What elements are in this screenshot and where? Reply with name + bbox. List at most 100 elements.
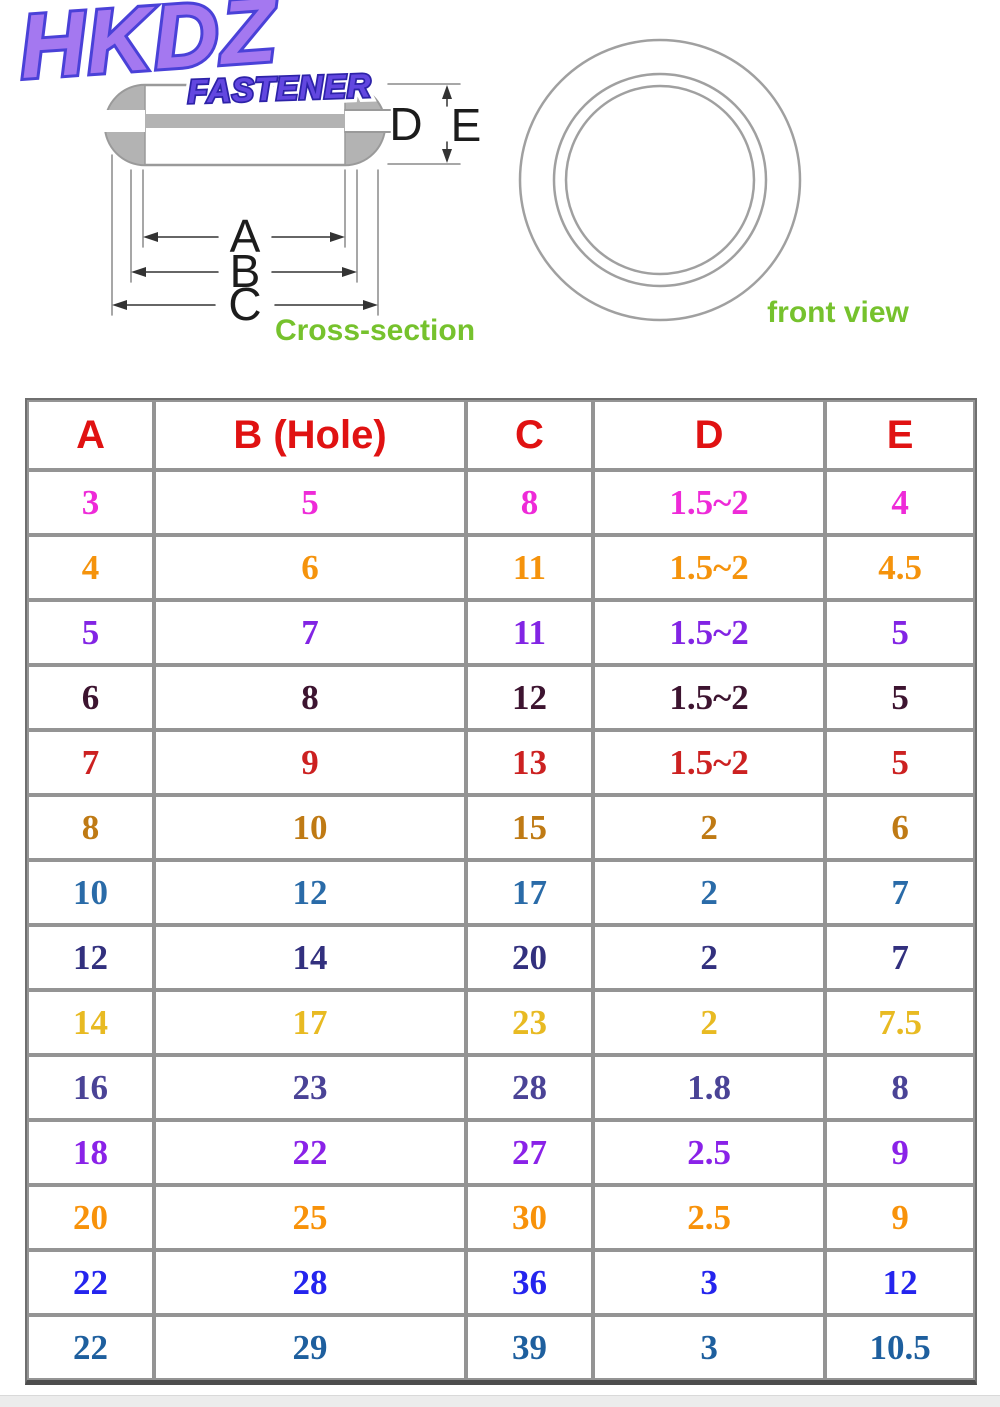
- cell-d: 1.5~2: [592, 470, 826, 535]
- table-row: 20 25 30 2.5 9: [27, 1185, 975, 1250]
- cell-a: 6: [27, 665, 155, 730]
- table-row: 8 10 15 2 6: [27, 795, 975, 860]
- cell-c: 23: [465, 990, 593, 1055]
- cell-d: 1.5~2: [592, 600, 826, 665]
- brand-subtitle: FASTENER: [187, 67, 372, 110]
- cell-e: 10.5: [825, 1315, 975, 1380]
- grommet-slot-right: [345, 110, 390, 132]
- cell-c: 13: [465, 730, 593, 795]
- cell-e: 12: [825, 1250, 975, 1315]
- cell-e: 5: [825, 730, 975, 795]
- column-header-a: A: [27, 400, 155, 470]
- table-row: 10 12 17 2 7: [27, 860, 975, 925]
- column-header-c: C: [465, 400, 593, 470]
- cell-e: 4: [825, 470, 975, 535]
- table-row: 14 17 23 2 7.5: [27, 990, 975, 1055]
- table-row: 7 9 13 1.5~2 5: [27, 730, 975, 795]
- cell-b: 5: [154, 470, 466, 535]
- cell-b: 9: [154, 730, 466, 795]
- brand-logo: HKDZ HKDZ FASTENER FASTENER: [9, 0, 377, 115]
- cell-e: 6: [825, 795, 975, 860]
- cell-e: 5: [825, 600, 975, 665]
- cell-c: 11: [465, 535, 593, 600]
- cell-b: 10: [154, 795, 466, 860]
- table-row: 3 5 8 1.5~2 4: [27, 470, 975, 535]
- brand-name: HKDZ: [16, 0, 281, 98]
- extension-lines: [111, 154, 379, 316]
- cell-c: 11: [465, 600, 593, 665]
- dim-label-a: A: [230, 210, 261, 262]
- front-view-label: front view: [767, 296, 909, 329]
- cell-d: 2: [592, 795, 826, 860]
- cell-a: 16: [27, 1055, 155, 1120]
- cell-c: 39: [465, 1315, 593, 1380]
- dimension-a: [143, 232, 345, 242]
- dim-label-e: E: [451, 99, 482, 151]
- cell-a: 18: [27, 1120, 155, 1185]
- cell-c: 12: [465, 665, 593, 730]
- cell-a: 4: [27, 535, 155, 600]
- column-header-b: B (Hole): [154, 400, 466, 470]
- cross-section-diagram: D E A: [100, 83, 482, 330]
- table-row: 16 23 28 1.8 8: [27, 1055, 975, 1120]
- dim-label-d: D: [389, 98, 422, 150]
- cell-a: 14: [27, 990, 155, 1055]
- table-row: 12 14 20 2 7: [27, 925, 975, 990]
- front-view-inner-circle: [564, 84, 756, 276]
- cell-c: 36: [465, 1250, 593, 1315]
- cross-section-label: Cross-section: [275, 314, 475, 347]
- cell-a: 20: [27, 1185, 155, 1250]
- cell-e: 8: [825, 1055, 975, 1120]
- grommet-slot-left: [100, 110, 145, 132]
- table-row: 5 7 11 1.5~2 5: [27, 600, 975, 665]
- cell-c: 28: [465, 1055, 593, 1120]
- cell-d: 1.5~2: [592, 730, 826, 795]
- table-row: 4 6 11 1.5~2 4.5: [27, 535, 975, 600]
- cell-b: 29: [154, 1315, 466, 1380]
- dimension-e: [387, 83, 461, 165]
- cell-d: 1.8: [592, 1055, 826, 1120]
- cell-e: 7: [825, 860, 975, 925]
- cell-d: 1.5~2: [592, 535, 826, 600]
- cell-d: 2: [592, 925, 826, 990]
- cell-e: 9: [825, 1120, 975, 1185]
- cell-e: 4.5: [825, 535, 975, 600]
- front-view-outer-circle: [518, 38, 802, 322]
- cell-c: 30: [465, 1185, 593, 1250]
- column-header-d: D: [592, 400, 826, 470]
- cell-d: 1.5~2: [592, 665, 826, 730]
- front-view-diagram: [518, 38, 802, 322]
- cell-b: 23: [154, 1055, 466, 1120]
- dimension-b: [131, 267, 357, 277]
- column-header-e: E: [825, 400, 975, 470]
- dim-label-c: C: [228, 278, 261, 330]
- table-row: 22 28 36 3 12: [27, 1250, 975, 1315]
- grommet-web-bar: [145, 114, 345, 128]
- cell-c: 8: [465, 470, 593, 535]
- cell-b: 22: [154, 1120, 466, 1185]
- table-row: 6 8 12 1.5~2 5: [27, 665, 975, 730]
- cell-a: 12: [27, 925, 155, 990]
- cell-c: 20: [465, 925, 593, 990]
- table-row: 22 29 39 3 10.5: [27, 1315, 975, 1380]
- cell-b: 17: [154, 990, 466, 1055]
- cell-a: 5: [27, 600, 155, 665]
- cell-a: 22: [27, 1315, 155, 1380]
- dimension-c: [112, 300, 378, 310]
- cell-b: 28: [154, 1250, 466, 1315]
- cell-d: 2.5: [592, 1185, 826, 1250]
- cell-d: 3: [592, 1250, 826, 1315]
- cell-e: 5: [825, 665, 975, 730]
- cell-d: 3: [592, 1315, 826, 1380]
- dim-label-b: B: [230, 245, 261, 297]
- cell-b: 14: [154, 925, 466, 990]
- cell-e: 7: [825, 925, 975, 990]
- cell-a: 8: [27, 795, 155, 860]
- cell-b: 6: [154, 535, 466, 600]
- cell-a: 3: [27, 470, 155, 535]
- cell-d: 2.5: [592, 1120, 826, 1185]
- technical-diagrams: D E A: [9, 0, 909, 347]
